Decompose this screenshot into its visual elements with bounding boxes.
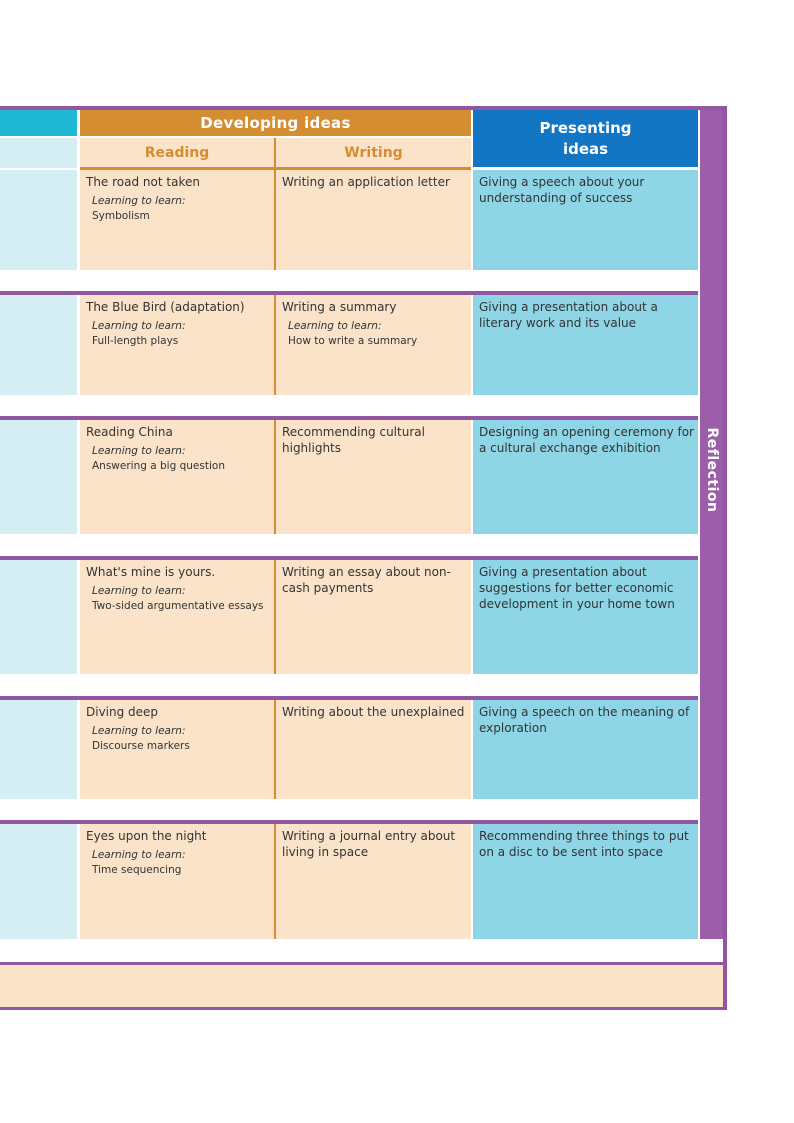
reading-header: Reading — [80, 138, 274, 168]
row-5-divider — [274, 700, 276, 799]
unit-1-writing-title: Writing an application letter — [282, 175, 450, 189]
presenting-ideas-label: Presenting ideas — [539, 118, 632, 158]
unit-6-presenting-text: Recommending three things to put on a di… — [479, 829, 689, 859]
row-divider-4 — [0, 696, 698, 700]
unit-1-reading-title: The road not taken — [86, 175, 200, 189]
unit-6-reading-cell: Eyes upon the night Learning to learn: T… — [80, 824, 274, 939]
row-divider-3 — [0, 556, 698, 560]
unit-5-ltl-topic: Discourse markers — [92, 740, 190, 752]
row-6-divider — [274, 824, 276, 939]
row-divider-5 — [0, 820, 698, 824]
unit-5-presenting-cell: Giving a speech on the meaning of explor… — [473, 700, 698, 799]
reflection-sidebar: Reflection — [700, 110, 723, 939]
left-column-subheader — [0, 138, 77, 168]
table-frame-top — [0, 106, 727, 110]
unit-4-writing-cell: Writing an essay about non-cash payments — [276, 560, 471, 674]
unit-2-writing-title: Writing a summary — [282, 300, 397, 314]
unit-1-left-cell — [0, 170, 77, 270]
bottom-band-bottom-border — [0, 1007, 727, 1010]
unit-4-ltl-label: Learning to learn: — [92, 585, 186, 597]
unit-3-reading-title: Reading China — [86, 425, 173, 439]
header-underline-presenting — [473, 167, 698, 170]
header-column-divider — [274, 138, 276, 168]
unit-2-ltl-label: Learning to learn: — [92, 320, 186, 332]
unit-5-presenting-text: Giving a speech on the meaning of explor… — [479, 705, 690, 735]
unit-3-ltl-topic: Answering a big question — [92, 460, 225, 472]
unit-4-presenting-cell: Giving a presentation about suggestions … — [473, 560, 698, 674]
unit-1-reading-cell: The road not taken Learning to learn: Sy… — [80, 170, 274, 270]
unit-2-reading-cell: The Blue Bird (adaptation) Learning to l… — [80, 295, 274, 395]
unit-2-writing-ltl-topic: How to write a summary — [288, 335, 418, 347]
unit-3-reading-cell: Reading China Learning to learn: Answeri… — [80, 420, 274, 534]
unit-5-left-cell — [0, 700, 77, 799]
reflection-label: Reflection — [703, 427, 720, 513]
unit-2-ltl-topic: Full-length plays — [92, 335, 179, 347]
row-divider-2 — [0, 416, 698, 420]
unit-4-ltl-topic: Two-sided argumentative essays — [92, 600, 264, 612]
unit-4-left-cell — [0, 560, 77, 674]
row-divider-1 — [0, 291, 698, 295]
unit-3-presenting-cell: Designing an opening ceremony for a cult… — [473, 420, 698, 534]
unit-6-writing-cell: Writing a journal entry about living in … — [276, 824, 471, 939]
unit-2-presenting-text: Giving a presentation about a literary w… — [479, 300, 658, 330]
unit-6-left-cell — [0, 824, 77, 939]
unit-1-presenting-text: Giving a speech about your understanding… — [479, 175, 645, 205]
row-2-divider — [274, 295, 276, 395]
unit-1-presenting-cell: Giving a speech about your understanding… — [473, 170, 698, 270]
unit-2-reading-title: The Blue Bird (adaptation) — [86, 300, 245, 314]
unit-4-reading-cell: What's mine is yours. Learning to learn:… — [80, 560, 274, 674]
unit-4-writing-title: Writing an essay about non-cash payments — [282, 565, 451, 595]
bottom-band-top-border — [0, 962, 727, 965]
unit-3-writing-title: Recommending cultural highlights — [282, 425, 425, 455]
unit-1-ltl-topic: Symbolism — [92, 210, 150, 222]
unit-3-ltl-label: Learning to learn: — [92, 445, 186, 457]
unit-3-presenting-text: Designing an opening ceremony for a cult… — [479, 425, 694, 455]
unit-4-presenting-text: Giving a presentation about suggestions … — [479, 565, 675, 611]
table-frame-right — [723, 106, 727, 1010]
unit-6-reading-title: Eyes upon the night — [86, 829, 207, 843]
unit-4-reading-title: What's mine is yours. — [86, 565, 216, 579]
unit-5-reading-cell: Diving deep Learning to learn: Discourse… — [80, 700, 274, 799]
left-column-header — [0, 110, 77, 136]
row-4-divider — [274, 560, 276, 674]
unit-6-presenting-cell: Recommending three things to put on a di… — [473, 824, 698, 939]
unit-2-left-cell — [0, 295, 77, 395]
unit-3-left-cell — [0, 420, 77, 534]
unit-5-writing-cell: Writing about the unexplained — [276, 700, 471, 799]
unit-2-writing-ltl-label: Learning to learn: — [288, 320, 382, 332]
bottom-band — [0, 965, 723, 1007]
header-underline — [80, 167, 471, 170]
row-1-divider — [274, 170, 276, 270]
writing-header: Writing — [276, 138, 471, 168]
row-3-divider — [274, 420, 276, 534]
unit-5-writing-title: Writing about the unexplained — [282, 705, 465, 719]
unit-2-writing-cell: Writing a summary Learning to learn: How… — [276, 295, 471, 395]
presenting-ideas-header: Presenting ideas — [473, 110, 698, 167]
unit-2-presenting-cell: Giving a presentation about a literary w… — [473, 295, 698, 395]
unit-1-ltl-label: Learning to learn: — [92, 195, 186, 207]
unit-6-ltl-label: Learning to learn: — [92, 849, 186, 861]
unit-6-ltl-topic: Time sequencing — [92, 864, 182, 876]
unit-6-writing-title: Writing a journal entry about living in … — [282, 829, 456, 859]
developing-ideas-header: Developing ideas — [80, 110, 471, 136]
unit-1-writing-cell: Writing an application letter — [276, 170, 471, 270]
unit-3-writing-cell: Recommending cultural highlights — [276, 420, 471, 534]
unit-5-ltl-label: Learning to learn: — [92, 725, 186, 737]
unit-5-reading-title: Diving deep — [86, 705, 159, 719]
